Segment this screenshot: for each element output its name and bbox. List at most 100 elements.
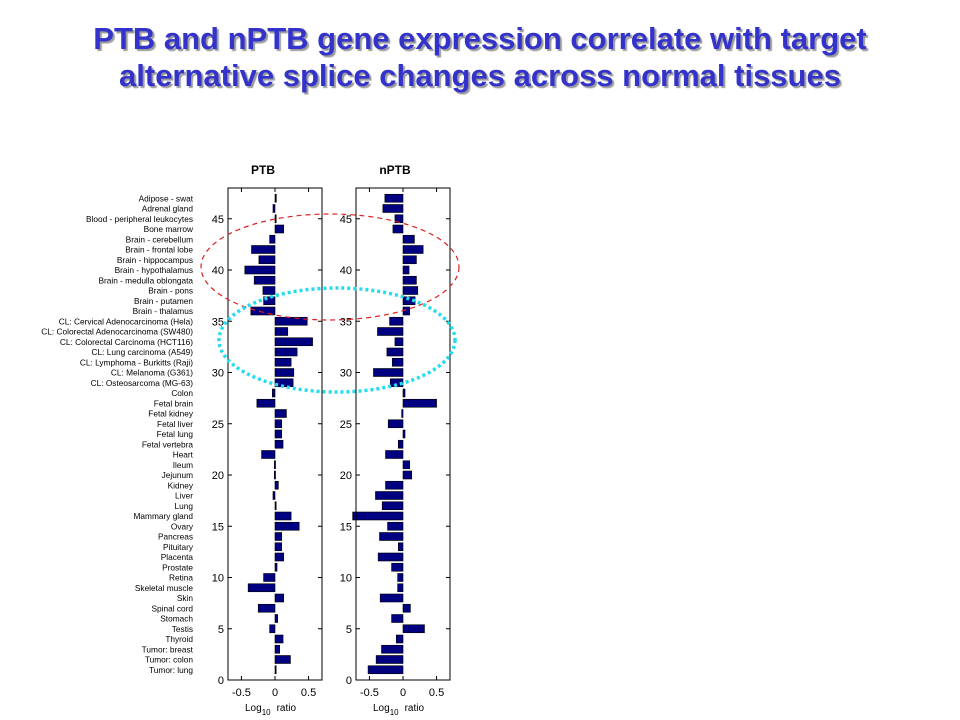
bar-ptb-31: [274, 511, 292, 521]
tissue-label: Brain - medulla oblongata: [98, 275, 193, 285]
bar-nptb-12: [389, 316, 404, 326]
slide-title: PTB and nPTB gene expression correlate w…: [0, 20, 960, 94]
y-tick-label: 20: [212, 470, 224, 482]
tissue-label: CL: Lymphoma - Burkitts (Raji): [80, 357, 193, 367]
y-tick-label: 35: [340, 316, 352, 328]
bar-ptb-13: [274, 327, 289, 336]
tissue-label: Ovary: [171, 521, 194, 531]
y-tick-label: 30: [340, 368, 352, 380]
bar-nptb-23: [402, 429, 406, 439]
bar-ptb-12: [274, 316, 308, 326]
tissue-label: Fetal brain: [154, 398, 194, 408]
y-tick-label: 40: [212, 265, 224, 277]
bar-ptb-41: [274, 614, 278, 623]
bar-ptb-43: [274, 634, 284, 644]
title-line-2: alternative splice changes across normal…: [119, 58, 841, 93]
bar-nptb-29: [375, 491, 404, 500]
nptb-panel: 0 5 10 15 20 25 30 35 40 45 -0.5 0 0.5 nPTB Log10 ratio: [340, 163, 451, 717]
tissue-label: Brain - pons: [148, 286, 193, 296]
bar-ptb-10: [263, 296, 276, 306]
tissue-label: Lung: [175, 501, 194, 511]
tissue-label: Fetal liver: [157, 419, 193, 429]
bar-ptb-15: [274, 347, 298, 357]
bar-nptb-26: [402, 460, 411, 470]
bar-ptb-33: [274, 532, 283, 541]
bar-nptb-31: [352, 511, 404, 521]
bar-nptb-4: [402, 234, 415, 244]
bar-nptb-24: [397, 439, 404, 449]
bar-ptb-39: [274, 593, 285, 603]
tissue-label: CL: Colorectal Adenocarcinoma (SW480): [41, 327, 193, 337]
y-tick-label: 25: [212, 419, 224, 431]
bar-nptb-25: [385, 450, 404, 459]
x-tick-label: -0.5: [232, 687, 251, 699]
y-tick-label: 30: [212, 368, 224, 380]
bar-ptb-18: [274, 378, 294, 388]
tissue-label: Pituitary: [163, 542, 194, 552]
bar-nptb-28: [385, 480, 404, 490]
panel-title: nPTB: [379, 163, 411, 177]
bar-nptb-3: [392, 224, 404, 234]
bar-ptb-25: [261, 450, 276, 459]
bar-nptb-45: [375, 655, 404, 664]
bar-ptb-35: [274, 552, 285, 562]
bar-nptb-16: [391, 357, 404, 367]
bar-ptb-1: [272, 204, 276, 213]
bar-ptb-37: [263, 573, 276, 582]
y-tick-label: 15: [212, 521, 224, 533]
bar-ptb-7: [244, 265, 276, 275]
bar-ptb-30: [274, 501, 277, 511]
bar-nptb-33: [379, 532, 404, 541]
bar-ptb-34: [274, 542, 283, 552]
tissue-label: Bone marrow: [144, 224, 194, 234]
bar-ptb-45: [274, 655, 291, 664]
y-tick-label: 0: [346, 675, 352, 687]
bar-nptb-18: [389, 378, 404, 388]
bar-nptb-36: [391, 562, 404, 572]
bar-nptb-43: [395, 634, 404, 644]
bar-nptb-15: [386, 347, 404, 357]
bar-nptb-0: [384, 193, 404, 203]
bar-ptb-2: [274, 214, 277, 224]
bar-ptb-9: [262, 286, 276, 295]
bar-nptb-46: [367, 665, 404, 675]
y-tick-label: 0: [218, 675, 224, 687]
bar-ptb-44: [274, 644, 280, 654]
tissue-label: Skin: [177, 593, 194, 603]
bar-ptb-28: [274, 480, 279, 490]
bar-ptb-24: [274, 439, 284, 449]
bar-nptb-30: [381, 501, 404, 511]
tissue-label: CL: Colorectal Carcinoma (HCT116): [60, 337, 193, 347]
x-tick-label: -0.5: [360, 687, 379, 699]
tissue-label: CL: Melanoma (G361): [111, 368, 193, 378]
bar-ptb-19: [272, 388, 276, 398]
tissue-label: Mammary gland: [134, 511, 194, 521]
y-tick-label: 45: [340, 214, 352, 226]
bar-ptb-4: [269, 234, 276, 244]
tissue-label: Brain - hypothalamus: [115, 265, 193, 275]
bar-nptb-6: [402, 255, 417, 265]
tissue-label: Blood - peripheral leukocytes: [86, 214, 193, 224]
red-dashed-ellipse: [200, 213, 460, 321]
y-tick-label: 10: [212, 573, 224, 585]
bar-ptb-21: [274, 409, 287, 418]
tissue-label: Fetal lung: [157, 429, 194, 439]
tissue-label: Stomach: [160, 614, 193, 624]
bar-nptb-44: [381, 644, 404, 654]
y-tick-label: 25: [340, 419, 352, 431]
bar-ptb-5: [251, 245, 276, 254]
x-tick-label: 0.5: [301, 687, 316, 699]
bar-nptb-7: [402, 265, 410, 275]
bar-ptb-14: [274, 337, 313, 347]
tissue-label: Fetal vertebra: [142, 439, 194, 449]
bar-ptb-22: [274, 419, 283, 429]
tissue-label: Placenta: [161, 552, 194, 562]
bar-nptb-9: [402, 286, 419, 295]
tissue-label: Skeletal muscle: [135, 583, 193, 593]
x-tick-label: 0: [400, 687, 406, 699]
bar-ptb-3: [274, 224, 285, 234]
tissue-label: Fetal kidney: [148, 409, 194, 419]
y-tick-label: 20: [340, 470, 352, 482]
tissue-label: Kidney: [168, 480, 194, 490]
